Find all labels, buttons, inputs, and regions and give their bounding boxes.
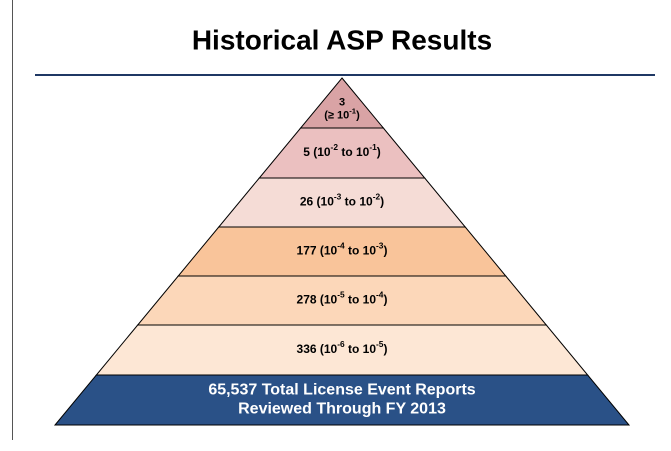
superscript: -2 <box>331 142 339 152</box>
label-text: 5 (10 <box>303 145 331 159</box>
label-text: 26 (10 <box>300 195 334 209</box>
label-text: to 10 <box>345 293 377 307</box>
superscript: -1 <box>369 142 377 152</box>
superscript: -1 <box>349 106 357 115</box>
label-text: 336 (10 <box>297 342 338 356</box>
superscript: -3 <box>376 241 384 251</box>
tier-label: 5 (10-2 to 10-1) <box>303 142 381 159</box>
slide-title: Historical ASP Results <box>192 24 492 55</box>
label-text: to 10 <box>345 342 377 356</box>
superscript: -4 <box>376 290 384 300</box>
label-text: to 10 <box>338 145 370 159</box>
superscript: -2 <box>373 192 381 202</box>
label-text: ) <box>383 244 387 258</box>
tier-label: 26 (10-3 to 10-2) <box>300 192 384 209</box>
pyramid-base <box>53 374 631 426</box>
tier-label: 177 (10-4 to 10-3) <box>297 241 388 258</box>
pyramid-tier <box>95 324 589 376</box>
label-text: 3 <box>339 96 345 108</box>
tier-label: 336 (10-6 to 10-5) <box>297 339 388 356</box>
label-text: ) <box>380 195 384 209</box>
label-text: to 10 <box>341 195 373 209</box>
label-text: (≥ 10 <box>324 109 349 121</box>
label-text: ) <box>356 109 360 121</box>
base-label: Reviewed Through FY 2013 <box>238 401 446 418</box>
label-text: ) <box>383 293 387 307</box>
pyramid: 3(≥ 10-1)5 (10-2 to 10-1)26 (10-3 to 10-… <box>53 77 631 426</box>
base-label: 65,537 Total License Event Reports <box>208 382 475 399</box>
pyramid-tier <box>177 226 507 277</box>
label-text: ) <box>383 342 387 356</box>
label-text: 278 (10 <box>297 293 338 307</box>
tier-label: 278 (10-5 to 10-4) <box>297 290 388 307</box>
superscript: -6 <box>337 339 345 349</box>
label-text: ) <box>377 145 381 159</box>
label-text: to 10 <box>345 244 377 258</box>
tier-label: (≥ 10-1) <box>324 106 360 121</box>
superscript: -5 <box>376 339 384 349</box>
label-text: 177 (10 <box>297 244 338 258</box>
pyramid-tier <box>136 275 548 326</box>
tier-label: 3 <box>339 96 345 108</box>
superscript: -4 <box>337 241 345 251</box>
superscript: -5 <box>337 290 345 300</box>
superscript: -3 <box>334 192 342 202</box>
